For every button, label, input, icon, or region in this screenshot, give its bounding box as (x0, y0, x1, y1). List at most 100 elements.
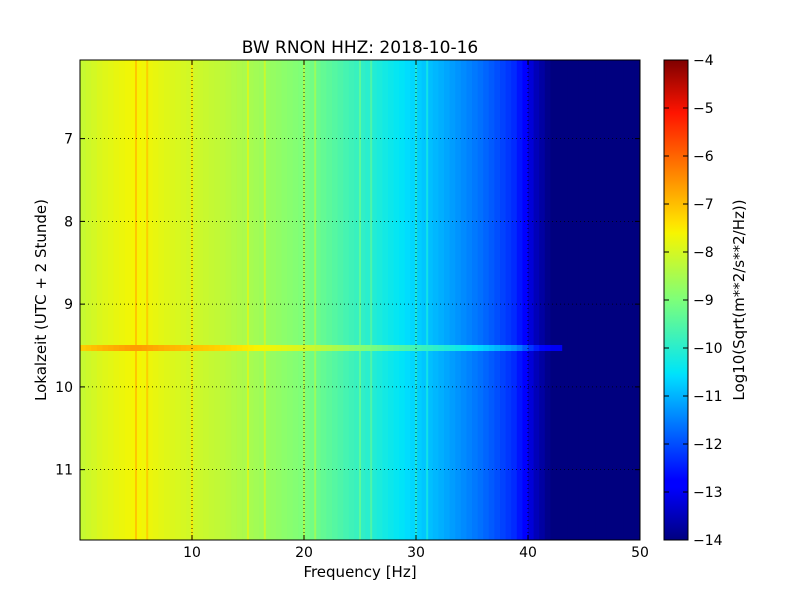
heatmap-cell (488, 60, 495, 540)
narrowband-line (370, 60, 373, 540)
event-cell (119, 345, 126, 351)
heatmap-cell (96, 60, 103, 540)
heatmap-cell (270, 60, 277, 540)
heatmap-cell (494, 60, 501, 540)
heatmap-cell (528, 60, 535, 540)
y-tick-label: 9 (64, 297, 73, 313)
plot-frame (79, 59, 641, 541)
heatmap-cell (208, 60, 215, 540)
narrowband-line (359, 60, 361, 540)
heatmap-cell (432, 60, 439, 540)
event-cell (253, 345, 260, 351)
event-cell (192, 345, 199, 351)
event-cell (130, 345, 137, 351)
heatmap-cell (483, 60, 490, 540)
heatmap-cell (376, 60, 383, 540)
heatmap-cell (416, 60, 423, 540)
y-tick-label: 8 (64, 214, 73, 230)
heatmap-cell (320, 60, 327, 540)
event-cell (214, 345, 221, 351)
heatmap-cell (220, 60, 227, 540)
event-cell (432, 345, 439, 351)
event-cell (91, 345, 98, 351)
event-cell (477, 345, 484, 351)
event-cell (449, 345, 456, 351)
heatmap-cell (85, 60, 92, 540)
heatmap-cell (242, 60, 249, 540)
event-cell (483, 345, 490, 351)
event-cell (539, 345, 546, 351)
event-cell (147, 345, 154, 351)
event-cell (315, 345, 322, 351)
heatmap-cell (438, 60, 445, 540)
event-cell (404, 345, 411, 351)
event-cell (460, 345, 467, 351)
colorbar-ticks: −4 −5 −6 −7 −8 −9 −10 −11 −12 −13 −14 (664, 53, 723, 549)
colorbar-tick-label: −4 (693, 53, 714, 69)
heatmap-cell (634, 60, 640, 540)
event-cell (270, 345, 277, 351)
event-cell (343, 345, 350, 351)
heatmap-cell (393, 60, 400, 540)
x-tick-label: 10 (183, 545, 201, 561)
x-tick-label: 20 (295, 545, 313, 561)
event-cell (455, 345, 462, 351)
heatmap-cell (578, 60, 585, 540)
grid-lines (80, 60, 640, 540)
event-cell (522, 345, 529, 351)
event-cell (444, 345, 451, 351)
event-cell (169, 345, 176, 351)
heatmap-cell (141, 60, 148, 540)
event-cell (393, 345, 400, 351)
heatmap-cell (236, 60, 243, 540)
heatmap-cell (130, 60, 137, 540)
event-cell (354, 345, 361, 351)
event-cell (304, 345, 311, 351)
colorbar-tick-label: −9 (693, 293, 714, 309)
heatmap-cell (612, 60, 619, 540)
event-cell (516, 345, 523, 351)
event-cell (113, 345, 120, 351)
heatmap-cell (556, 60, 563, 540)
x-tick-label: 30 (407, 545, 425, 561)
heatmap-cell (113, 60, 120, 540)
event-cell (505, 345, 512, 351)
event-cell (382, 345, 389, 351)
event-cell (466, 345, 473, 351)
heatmap-cell (472, 60, 479, 540)
heatmap-cell (584, 60, 591, 540)
colorbar-tick-label: −7 (693, 197, 714, 213)
heatmap-cell (136, 60, 143, 540)
event-cell (242, 345, 249, 351)
heatmap-cell (292, 60, 299, 540)
event-cell (186, 345, 193, 351)
event-cell (287, 345, 294, 351)
colorbar-tick-label: −14 (693, 533, 723, 549)
heatmap-cell (623, 60, 630, 540)
y-tick-label: 11 (55, 463, 73, 479)
heatmap-cell (589, 60, 596, 540)
narrowband-line (135, 60, 137, 540)
x-axis-ticks: 10 20 30 40 50 (183, 60, 649, 561)
event-cell (231, 345, 238, 351)
event-cell (141, 345, 148, 351)
heatmap-cell (388, 60, 395, 540)
colorbar-tick-label: −10 (693, 341, 723, 357)
event-cell (410, 345, 417, 351)
event-cell (365, 345, 372, 351)
heatmap-cell (152, 60, 159, 540)
event-cell (220, 345, 227, 351)
colorbar-tick-label: −12 (693, 437, 723, 453)
event-cell (376, 345, 383, 351)
heatmap-cell (119, 60, 126, 540)
y-axis-label: Lokalzeit (UTC + 2 Stunde) (32, 199, 50, 401)
heatmap-cell (164, 60, 171, 540)
heatmap-cell (360, 60, 367, 540)
event-cell (326, 345, 333, 351)
heatmap-cell (477, 60, 484, 540)
narrowband-line (263, 60, 266, 540)
heatmap-cell (203, 60, 210, 540)
event-cell (264, 345, 271, 351)
heatmap-cell (326, 60, 333, 540)
